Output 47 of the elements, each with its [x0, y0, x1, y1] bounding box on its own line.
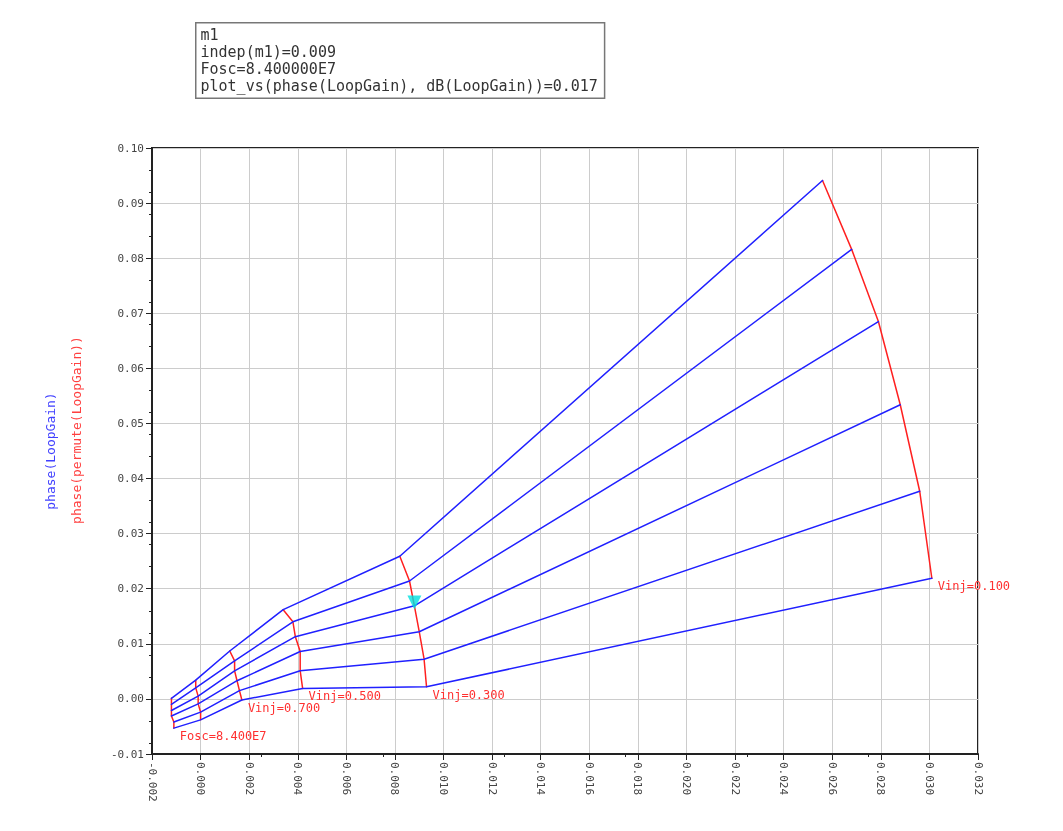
- line-series: [173, 490, 921, 723]
- y-tick-label: 0.07: [117, 306, 144, 320]
- x-tick-label: 0.008: [388, 762, 402, 796]
- x-tick-label: 0.028: [874, 762, 888, 796]
- y-tick-label: 0.00: [117, 692, 144, 706]
- x-tick-label: 0.010: [437, 762, 451, 796]
- annotation: Vinj=0.500: [308, 689, 381, 704]
- text: m1 indep(m1)=0.009 Fosc=8.400000E7 plot_vs(phase(LoopGain), dB(LoopGain))=0.017: [200, 26, 598, 95]
- x-tick-label: 0.018: [631, 762, 645, 796]
- y-tick-label: 0.09: [117, 196, 144, 210]
- annotation: Fosc=8.400E7: [179, 729, 267, 744]
- annotation: Vinj=0.700: [247, 701, 321, 716]
- y-tick-label: -0.01: [110, 747, 144, 761]
- annotation: Vinj=0.300: [432, 687, 505, 702]
- x-tick-label: 0.020: [679, 762, 693, 796]
- line-series: [821, 179, 933, 580]
- x-tick-label: 0.014: [534, 762, 548, 796]
- x-tick-label: 0.024: [777, 762, 791, 796]
- y-tick-label: 0.08: [117, 251, 144, 265]
- x-tick-label: 0.000: [194, 762, 208, 796]
- annotation: Vinj=0.100: [937, 579, 1011, 594]
- line-series: [173, 577, 933, 729]
- y-tick-label: 0.04: [117, 472, 145, 486]
- line-series: [170, 697, 175, 729]
- line-series: [399, 555, 428, 688]
- line-series: [228, 650, 243, 701]
- x-tick-label: 0.022: [728, 762, 742, 796]
- line-series: [170, 403, 902, 717]
- y-axis-title: phase(LoopGain): [43, 392, 58, 510]
- y-tick-label: 0.06: [117, 361, 144, 375]
- x-tick-label: 0.004: [291, 762, 305, 796]
- x-tick-label: 0.002: [242, 762, 256, 796]
- x-tick-label: -0.002: [145, 762, 159, 802]
- x-tick-label: 0.030: [922, 762, 936, 796]
- x-tick-label: 0.006: [339, 762, 353, 796]
- y-tick-label: 0.02: [117, 582, 144, 596]
- x-tick-label: 0.012: [485, 762, 499, 796]
- line-series: [282, 608, 304, 690]
- y-tick-label: 0.03: [117, 527, 144, 541]
- line-series: [194, 679, 202, 721]
- y-tick-label: 0.10: [117, 141, 144, 155]
- y-tick-label: 0.01: [117, 637, 144, 651]
- text: phase(permute(LoopGain)): [68, 336, 84, 524]
- x-tick-label: 0.032: [971, 762, 985, 796]
- x-tick-label: 0.026: [825, 762, 839, 796]
- x-tick-label: 0.016: [582, 762, 596, 796]
- y-tick-label: 0.05: [117, 416, 144, 430]
